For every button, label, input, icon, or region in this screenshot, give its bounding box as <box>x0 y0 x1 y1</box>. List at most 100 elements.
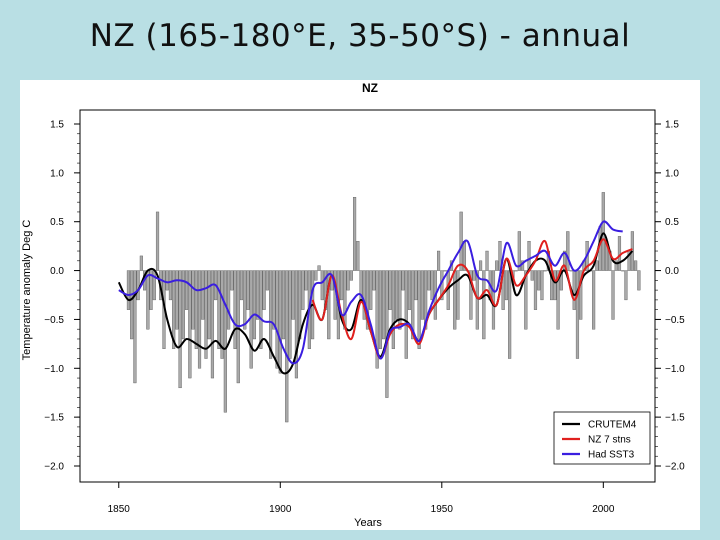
anomaly-bar <box>572 270 576 310</box>
y-tick-label-right: −0.5 <box>665 315 685 326</box>
anomaly-bar <box>130 270 134 340</box>
anomaly-bar <box>194 270 198 349</box>
anomaly-bar <box>382 270 386 340</box>
anomaly-bar <box>275 270 279 369</box>
anomaly-bar <box>398 270 402 330</box>
anomaly-bar <box>407 270 412 310</box>
anomaly-bar <box>259 270 263 349</box>
anomaly-bar <box>478 260 483 271</box>
anomaly-bar <box>459 211 463 271</box>
anomaly-bar <box>269 270 273 359</box>
anomaly-bar <box>456 270 460 320</box>
anomaly-bar <box>411 270 415 340</box>
anomaly-bar <box>469 270 473 320</box>
anomaly-bar <box>430 270 434 301</box>
anomaly-bar <box>227 270 231 330</box>
anomaly-bar <box>424 270 428 330</box>
anomaly-bar <box>210 270 215 379</box>
anomaly-bar <box>569 270 573 272</box>
anomaly-bar <box>611 270 615 320</box>
anomaly-bar <box>637 270 641 291</box>
anomaly-bar <box>420 270 424 320</box>
anomaly-bar <box>443 270 447 272</box>
anomaly-bar <box>223 270 227 413</box>
anomaly-bar <box>168 270 173 301</box>
legend-label: CRUTEM4 <box>588 420 637 431</box>
anomaly-bar <box>575 270 580 359</box>
y-tick-label-right: −1.5 <box>665 413 685 424</box>
anomaly-bar <box>475 270 479 330</box>
anomaly-bar <box>291 270 295 320</box>
anomaly-bar <box>349 270 353 281</box>
legend-label: Had SST3 <box>588 450 635 461</box>
anomaly-bar <box>427 270 431 291</box>
anomaly-bar <box>540 270 544 301</box>
anomaly-bar <box>365 270 370 330</box>
anomaly-bar <box>533 270 538 310</box>
anomaly-bar <box>356 241 360 271</box>
anomaly-bar <box>553 270 557 301</box>
anomaly-bar <box>155 211 160 271</box>
anomaly-bar <box>369 270 373 310</box>
anomaly-bar <box>133 270 137 384</box>
y-tick-label-left: −1.0 <box>44 364 64 375</box>
y-axis-label: Temperature anomaly Deg C <box>21 220 33 361</box>
legend: CRUTEM4 NZ 7 stns Had SST3 <box>553 411 651 465</box>
anomaly-bar <box>485 250 489 271</box>
anomaly-bar <box>304 270 308 291</box>
anomaly-bar <box>243 270 247 330</box>
anomaly-bar <box>453 270 457 330</box>
anomaly-bar <box>495 260 499 271</box>
y-tick-label-right: 0.5 <box>665 217 679 228</box>
y-tick-label-left: −2.0 <box>44 462 64 473</box>
anomaly-bar <box>372 270 376 291</box>
anomaly-bar <box>524 270 528 330</box>
anomaly-bar <box>301 270 305 310</box>
y-tick-label-left: −0.5 <box>44 315 64 326</box>
anomaly-bar <box>388 270 392 310</box>
bars-layer <box>126 192 641 423</box>
axes-layer: −2.0 −2.0 −1.5 −1.5 −1.0 −1.0 −0.5 −0.5 0.0 0.0 0.… <box>44 109 685 515</box>
anomaly-bar <box>272 270 276 330</box>
anomaly-bar <box>504 270 508 301</box>
anomaly-bar <box>149 270 153 310</box>
chart-figure: NZ Temperature anomaly Deg C Years −2.0−… <box>20 80 700 530</box>
anomaly-bar <box>579 270 583 320</box>
anomaly-bar <box>165 270 169 291</box>
anomaly-bar <box>220 270 224 359</box>
anomaly-bar <box>146 270 150 330</box>
anomaly-bar <box>482 270 486 340</box>
anomaly-bar <box>556 270 560 330</box>
anomaly-bar <box>152 270 156 301</box>
x-tick-label: 2000 <box>592 504 615 515</box>
anomaly-bar <box>288 270 292 359</box>
y-tick-label-left: −1.5 <box>44 413 64 424</box>
anomaly-bar <box>126 270 131 310</box>
anomaly-bar <box>327 270 331 340</box>
anomaly-bar <box>178 270 182 389</box>
anomaly-bar <box>414 270 418 301</box>
anomaly-bar <box>395 270 399 320</box>
anomaly-bar <box>246 270 250 310</box>
anomaly-bar <box>204 270 208 359</box>
anomaly-bar <box>391 270 395 349</box>
anomaly-bar <box>375 270 379 369</box>
anomaly-bar <box>252 270 257 340</box>
anomaly-bar <box>278 270 282 374</box>
anomaly-bar <box>294 270 299 379</box>
y-tick-label-left: 0.5 <box>50 217 64 228</box>
chart-svg: NZ Temperature anomaly Deg C Years −2.0−… <box>21 81 685 529</box>
anomaly-bar <box>472 270 476 281</box>
series-line-nz-7-stns <box>311 238 633 360</box>
anomaly-bar <box>285 270 289 423</box>
y-tick-label-right: 1.5 <box>665 120 679 131</box>
anomaly-bar <box>401 270 405 291</box>
anomaly-bar <box>346 270 350 291</box>
anomaly-bar <box>624 270 628 301</box>
anomaly-bar <box>517 231 521 271</box>
lines-layer <box>117 220 634 375</box>
anomaly-bar <box>436 250 441 271</box>
anomaly-bar <box>185 270 189 310</box>
anomaly-bar <box>340 270 344 301</box>
anomaly-bar <box>281 270 286 340</box>
